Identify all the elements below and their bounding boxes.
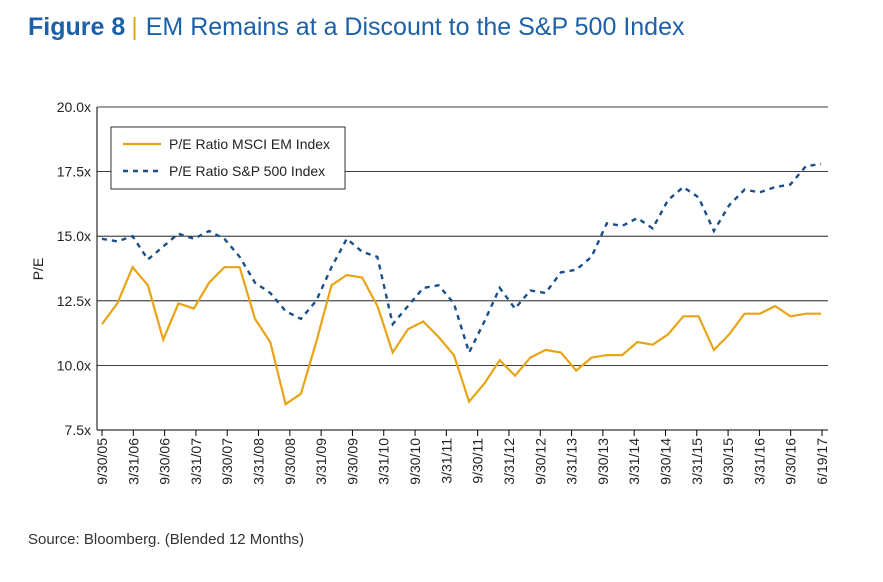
y-tick-label: 17.5x	[57, 164, 91, 180]
source-note: Source: Bloomberg. (Blended 12 Months)	[28, 531, 304, 548]
x-tick-label: 3/31/06	[125, 438, 141, 485]
chart-title: Figure 8 | EM Remains at a Discount to the…	[28, 12, 684, 42]
x-tick-label: 3/31/12	[501, 438, 517, 485]
legend-label: P/E Ratio MSCI EM Index	[169, 136, 330, 152]
series-line-em	[101, 265, 821, 406]
series-line-sp500	[101, 162, 822, 356]
y-tick-label: 20.0x	[57, 99, 91, 115]
legend-label: P/E Ratio S&P 500 Index	[169, 163, 325, 179]
x-tick-label: 3/31/07	[188, 438, 204, 485]
figure-label: Figure 8	[28, 13, 126, 41]
y-tick-label: 15.0x	[57, 228, 91, 244]
x-tick-label: 9/30/13	[595, 438, 611, 485]
x-tick-label: 3/31/11	[438, 438, 454, 484]
x-tick-label: 3/31/14	[626, 438, 642, 485]
x-tick-label: 9/30/10	[407, 438, 423, 485]
legend-box	[110, 126, 346, 190]
x-tick-label: 3/31/15	[689, 438, 705, 485]
title-separator: |	[131, 13, 138, 41]
x-tick-label: 9/30/07	[219, 438, 235, 485]
x-tick-label: 3/31/16	[751, 438, 767, 485]
x-tick-label: 9/30/09	[344, 438, 360, 485]
x-tick-label: 6/19/17	[814, 438, 830, 485]
y-tick-label: 12.5x	[57, 293, 91, 309]
y-tick-label: 7.5x	[65, 422, 91, 438]
x-tick-label: 9/30/08	[282, 438, 298, 485]
x-tick-label: 9/30/06	[157, 438, 173, 485]
x-tick-label: 3/31/08	[251, 438, 267, 485]
x-tick-label: 3/31/09	[313, 438, 329, 485]
title-text: EM Remains at a Discount to the S&P 500 …	[145, 13, 685, 41]
x-tick-label: 9/30/15	[720, 438, 736, 485]
x-tick-label: 9/30/16	[783, 438, 799, 485]
x-tick-label: 3/31/10	[376, 438, 392, 485]
x-tick-label: 9/30/11	[470, 438, 486, 484]
x-tick-label: 9/30/12	[532, 438, 548, 485]
y-axis-title: P/E	[30, 258, 46, 281]
y-tick-label: 10.0x	[57, 357, 91, 373]
x-tick-label: 9/30/14	[657, 438, 673, 485]
line-chart: 7.5x 10.0x 12.5x 15.0x 17.5x 20.0x P/E 9/30/05 3…	[30, 99, 830, 485]
x-tick-label: 9/30/05	[94, 438, 110, 485]
x-tick-label: 3/31/13	[564, 438, 580, 485]
